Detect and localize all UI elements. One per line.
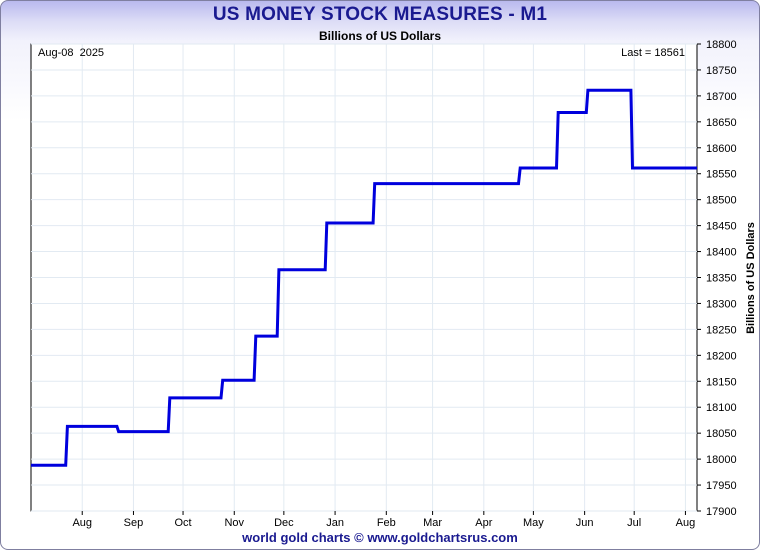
x-tick-label: Jun [576, 517, 594, 529]
y-tick-label: 18300 [706, 298, 737, 310]
y-tick-label: 18150 [706, 376, 737, 388]
chart-subtitle: Billions of US Dollars [318, 29, 441, 43]
y-tick-label: 18650 [706, 117, 737, 129]
y-tick-label: 18550 [706, 169, 737, 181]
x-tick-label: Dec [274, 517, 294, 529]
x-tick-label: Nov [224, 517, 244, 529]
y-tick-label: 18700 [706, 91, 737, 103]
x-tick-label: Mar [423, 517, 442, 529]
x-tick-label: Aug [72, 517, 92, 529]
footer-credit: world gold charts © www.goldchartsrus.co… [242, 530, 518, 545]
x-tick-label: Apr [475, 517, 492, 529]
y-tick-label: 18250 [706, 324, 737, 336]
x-tick-label: Jan [326, 517, 344, 529]
y-tick-label: 18050 [706, 428, 737, 440]
y-tick-label: 18100 [706, 402, 737, 414]
y-tick-label: 18800 [706, 39, 737, 51]
y-tick-label: 18600 [706, 143, 737, 155]
y-tick-label: 18750 [706, 65, 737, 77]
y-tick-label: 18000 [706, 454, 737, 466]
x-axis: Aug Sep Oct Nov Dec Jan Feb Mar Apr May Jun Jul Aug [72, 511, 695, 529]
y-axis: 17900 17950 18000 18050 18100 18150 18200 18250… [697, 39, 737, 518]
x-tick-label: Jul [627, 517, 641, 529]
x-tick-label: Oct [174, 517, 191, 529]
x-tick-label: Feb [377, 517, 396, 529]
y-tick-label: 17950 [706, 480, 737, 492]
chart-title: US MONEY STOCK MEASURES - M1 [212, 4, 548, 25]
x-tick-label: May [523, 517, 544, 529]
y-tick-label: 18200 [706, 350, 737, 362]
y-axis-label: Billions of US Dollars [745, 222, 757, 334]
x-tick-label: Sep [124, 517, 144, 529]
x-tick-label: Aug [676, 517, 696, 529]
y-tick-label: 18450 [706, 221, 737, 233]
last-value-label: Last = 18561 [621, 47, 685, 59]
y-tick-label: 17900 [706, 506, 737, 518]
y-tick-label: 18500 [706, 195, 737, 207]
series-line-m1 [31, 88, 697, 467]
y-tick-label: 18400 [706, 247, 737, 259]
date-label: Aug-08 2025 [38, 47, 104, 59]
y-tick-label: 18350 [706, 273, 737, 285]
